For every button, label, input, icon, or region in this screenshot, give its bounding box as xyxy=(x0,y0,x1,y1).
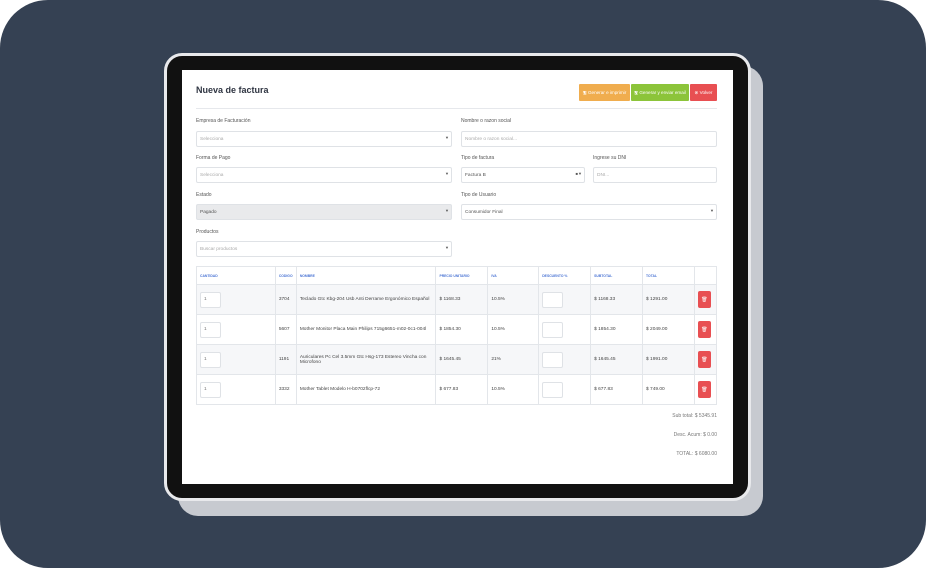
quantity-input[interactable]: 1 xyxy=(200,291,221,308)
quantity-input[interactable]: 1 xyxy=(200,351,221,368)
quantity-input[interactable]: 1 xyxy=(200,321,221,338)
delete-row-button[interactable]: 🗑 xyxy=(697,291,711,308)
trash-icon: 🗑 xyxy=(701,326,708,333)
col-descuento: DESCUENTO % xyxy=(538,266,592,285)
products-table: CANTIDAD CODIGO NOMBRE PRECIO UNITARIO I… xyxy=(196,266,718,405)
tipo-usuario-label: Tipo de Usuario xyxy=(461,192,497,198)
col-iva: IVA xyxy=(487,266,540,285)
trash-icon: 🗑 xyxy=(701,356,708,363)
nombre-input[interactable]: Nombre o razon social... xyxy=(461,131,717,147)
generate-email-button[interactable]: 🖫 Generar y enviar email xyxy=(631,84,689,101)
delete-row-button[interactable]: 🗑 xyxy=(697,351,711,368)
divider xyxy=(196,108,717,109)
table-row: 1 1191 Auriculares Pc Cel 3.5mm Gtc Hsg-… xyxy=(196,344,718,375)
total-cell: $ 2049.00 xyxy=(642,314,695,345)
caret-down-icon: ▼ xyxy=(445,135,449,140)
col-codigo: CODIGO xyxy=(274,266,297,285)
name-cell: Mother Tablet Modelo H-b0702flcp-72 xyxy=(295,374,437,405)
subtotal-cell: $ 1168.33 xyxy=(590,284,644,315)
name-cell: Teclado Gtc Kbg-204 Usb Anti Derrame Erg… xyxy=(295,284,437,315)
delete-row-button[interactable]: 🗑 xyxy=(697,321,711,338)
price-cell: $ 1854.30 xyxy=(435,314,489,345)
table-row: 1 3332 Mother Tablet Modelo H-b0702flcp-… xyxy=(196,374,718,405)
col-cantidad: CANTIDAD xyxy=(196,266,276,285)
caret-down-icon: ▼ xyxy=(445,208,449,213)
name-cell: Mother Monitor Placa Main Philips 715g66… xyxy=(295,314,437,345)
col-actions xyxy=(693,266,718,285)
discount-input[interactable] xyxy=(542,381,564,398)
subtotal-cell: $ 1854.30 xyxy=(590,314,644,345)
price-cell: $ 677.83 xyxy=(435,374,489,405)
invoice-screen: Nueva de factura 🖫 Generar e imprimir 🖫 … xyxy=(182,70,733,484)
total-cell: $ 1991.00 xyxy=(642,344,695,375)
discount-total: Desc. Acum: $ 0.00 xyxy=(673,432,717,438)
back-button[interactable]: ⊗ Volver xyxy=(690,84,717,101)
estado-label: Estado xyxy=(196,192,212,198)
empresa-select[interactable]: Selecciona ▼ xyxy=(196,131,452,147)
iva-cell: 10.5% xyxy=(487,314,540,345)
code-cell: 1191 xyxy=(274,344,297,375)
estado-value: Pagado xyxy=(200,209,217,215)
col-precio: PRECIO UNITARIO xyxy=(435,266,489,285)
productos-search[interactable]: Buscar productos ▼ xyxy=(196,241,452,257)
subtotal-cell: $ 677.83 xyxy=(590,374,644,405)
subtotal: Sub total: $ 5345.91 xyxy=(672,413,717,419)
trash-icon: 🗑 xyxy=(701,386,708,393)
discount-input[interactable] xyxy=(542,321,564,338)
dni-placeholder: DNI... xyxy=(597,172,610,178)
iva-cell: 10.5% xyxy=(487,284,540,315)
discount-input[interactable] xyxy=(542,291,564,308)
code-cell: 3332 xyxy=(274,374,297,405)
nombre-placeholder: Nombre o razon social... xyxy=(465,136,517,142)
col-total: TOTAL xyxy=(642,266,695,285)
productos-label: Productos xyxy=(196,229,219,235)
delete-row-button[interactable]: 🗑 xyxy=(697,381,711,398)
price-cell: $ 1645.45 xyxy=(435,344,489,375)
empresa-placeholder: Selecciona xyxy=(200,136,224,142)
tipo-factura-label: Tipo de factura xyxy=(461,155,495,161)
tipo-factura-select[interactable]: Factura B ■▼ xyxy=(461,167,585,183)
dni-label: Ingrese su DNI xyxy=(593,155,627,161)
page-title: Nueva de factura xyxy=(196,85,269,95)
caret-down-icon: ■▼ xyxy=(575,171,582,176)
table-row: 1 3704 Teclado Gtc Kbg-204 Usb Anti Derr… xyxy=(196,284,718,315)
caret-down-icon: ▼ xyxy=(710,208,714,213)
table-row: 1 5607 Mother Monitor Placa Main Philips… xyxy=(196,314,718,345)
trash-icon: 🗑 xyxy=(701,296,708,303)
code-cell: 3704 xyxy=(274,284,297,315)
tipo-usuario-select[interactable]: Consumidor Final ▼ xyxy=(461,204,717,220)
empresa-label: Empresa de Facturación xyxy=(196,118,251,124)
tipo-factura-value: Factura B xyxy=(465,172,486,178)
forma-pago-label: Forma de Pago xyxy=(196,155,231,161)
col-nombre: NOMBRE xyxy=(295,266,437,285)
col-subtotal: SUBTOTAL xyxy=(590,266,644,285)
forma-pago-select[interactable]: Selecciona ▼ xyxy=(196,167,452,183)
iva-cell: 21% xyxy=(487,344,540,375)
price-cell: $ 1168.33 xyxy=(435,284,489,315)
iva-cell: 10.5% xyxy=(487,374,540,405)
code-cell: 5607 xyxy=(274,314,297,345)
forma-pago-placeholder: Selecciona xyxy=(200,172,224,178)
generate-print-button[interactable]: 🖫 Generar e imprimir xyxy=(579,84,630,101)
grand-total: TOTAL: $ 6080.00 xyxy=(676,451,717,457)
quantity-input[interactable]: 1 xyxy=(200,381,221,398)
discount-input[interactable] xyxy=(542,351,564,368)
estado-select[interactable]: Pagado ▼ xyxy=(196,204,452,220)
subtotal-cell: $ 1645.45 xyxy=(590,344,644,375)
productos-placeholder: Buscar productos xyxy=(200,246,238,252)
dni-input[interactable]: DNI... xyxy=(593,167,717,183)
total-cell: $ 1291.00 xyxy=(642,284,695,315)
caret-down-icon: ▼ xyxy=(445,245,449,250)
name-cell: Auriculares Pc Cel 3.5mm Gtc Hsg-173 Est… xyxy=(295,344,437,375)
total-cell: $ 749.00 xyxy=(642,374,695,405)
caret-down-icon: ▼ xyxy=(445,171,449,176)
tipo-usuario-value: Consumidor Final xyxy=(465,209,503,215)
nombre-label: Nombre o razon social xyxy=(461,118,512,124)
